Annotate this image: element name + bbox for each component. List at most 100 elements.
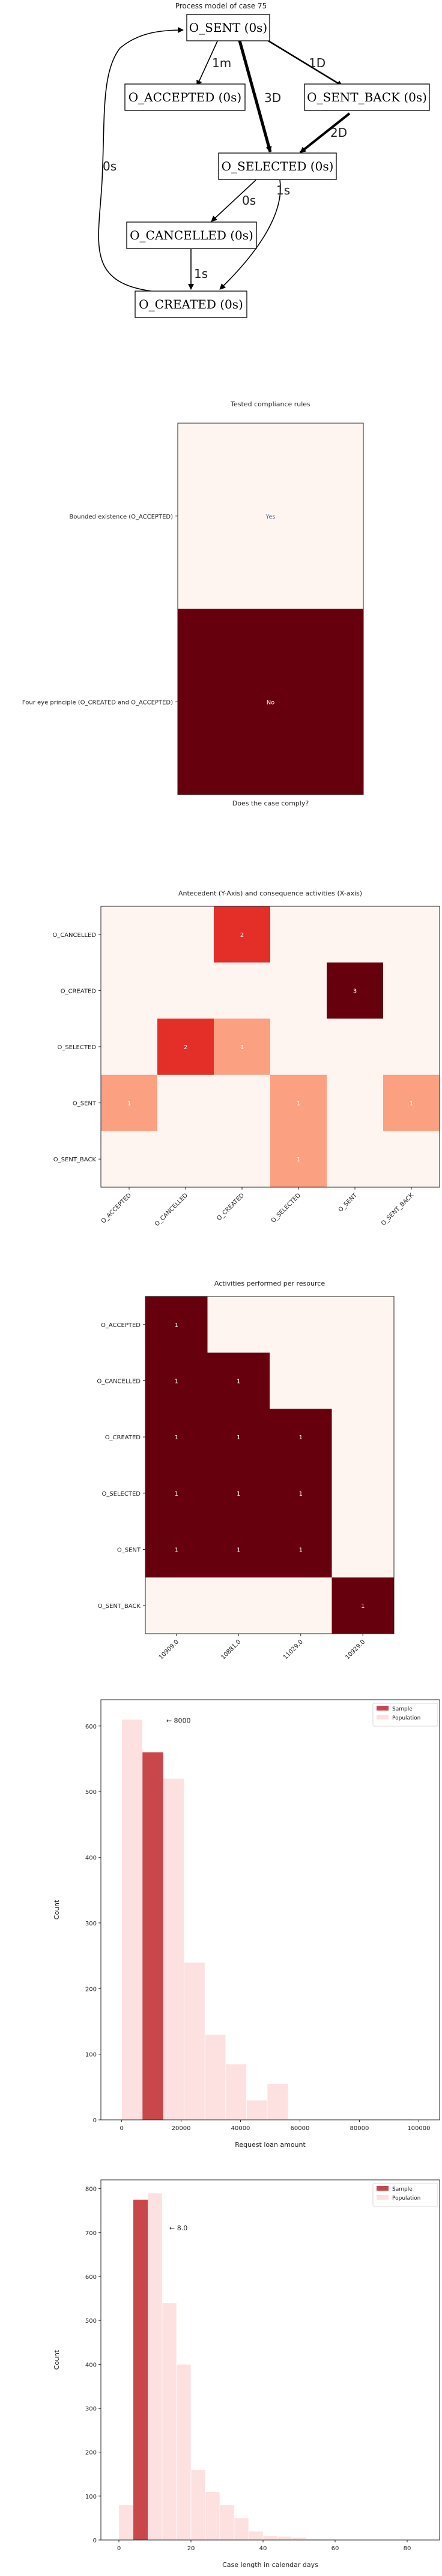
legend-swatch [377,2195,389,2200]
cell-label: 2 [240,932,244,939]
x-tick-label: 10929.0 [344,1639,366,1661]
heatmap-cell [101,1074,158,1131]
heatmap-cell [327,962,384,1019]
cell-label: 1 [361,1603,365,1610]
cell-label: 1 [299,1434,303,1441]
heatmap-cell [270,1521,332,1578]
heatmap-cell [270,1352,332,1409]
heatmap-cell [214,1019,271,1076]
plot-frame [100,1699,440,2120]
edge-selected-cancelled [211,179,256,222]
heatmap-cell [327,1131,384,1188]
x-axis-label: Case length in calendar days [222,2561,318,2569]
y-tick-label: O_CREATED [105,1434,141,1441]
heatmap-cell [383,1074,440,1131]
y-tick-label: O_ACCEPTED [101,1322,141,1329]
population-bar [267,2083,288,2120]
cell-label: 1 [237,1434,240,1441]
svg-text:O_ACCEPTED (0s): O_ACCEPTED (0s) [129,90,241,104]
heatmap-cell [101,906,158,963]
svg-text:O_SELECTED (0s): O_SELECTED (0s) [222,159,334,173]
plot-frame [100,906,440,1188]
heatmap-cell [145,1577,208,1634]
x-tick-label: 60 [331,2545,339,2552]
y-tick-label: 400 [85,1855,97,1862]
heatmap-cell [101,962,158,1019]
x-tick-label: O_SELECTED [270,1192,303,1224]
y-tick-label: O_CANCELLED [97,1379,141,1385]
annotation: ← 8.0 [169,2224,187,2232]
annotation: ← 8000 [166,1717,191,1724]
cell-label: 1 [127,1101,131,1107]
population-bar [184,1962,205,2120]
heatmap-cell [270,1409,332,1466]
heatmap-cell [145,1409,208,1466]
heatmap-cell [270,1465,332,1522]
legend-label: Population [392,1715,420,1721]
heatmap-cell [331,1352,395,1409]
population-bar [147,2192,163,2541]
chart-title: Antecedent (Y-Axis) and consequence acti… [178,889,362,897]
heatmap-cell [214,906,271,963]
x-tick-label: O_ACCEPTED [100,1192,133,1225]
graph-edges [98,27,351,292]
x-tick-label: O_CREATED [216,1192,246,1222]
svg-text:O_CREATED (0s): O_CREATED (0s) [139,297,243,311]
y-tick-label: O_SENT [73,1101,97,1107]
heatmap-cell [178,423,364,609]
edge-created-sent [98,27,184,292]
x-axis-label: Request loan amount [235,2141,306,2149]
edge-sent-selected [237,38,272,152]
cell-label: No [267,699,275,706]
x-tick-label: 10909.0 [158,1639,180,1661]
heatmap-cell [101,1131,158,1188]
node-o-accepted: O_ACCEPTED (0s) [124,83,246,111]
node-o-cancelled: O_CANCELLED (0s) [126,221,257,249]
svg-text:O_CANCELLED (0s): O_CANCELLED (0s) [130,228,253,242]
edge-label-1s-selected: 1s [276,183,290,197]
heatmap-cell [207,1409,270,1466]
x-tick-label: O_SENT_BACK [380,1192,415,1227]
x-tick-label: O_CANCELLED [154,1192,189,1227]
heatmap-cell [157,1131,214,1188]
chart-title: Activities performed per resource [214,1280,325,1287]
x-tick-label: O_SENT [338,1192,359,1214]
cell-label: 1 [299,1547,303,1554]
x-axis-label: Does the case comply? [232,799,309,807]
process-model-title: Process model of case 75 [175,2,267,10]
x-tick-label: 0 [117,2545,121,2552]
x-tick-label: 60000 [291,2125,310,2132]
svg-text:O_SENT_BACK (0s): O_SENT_BACK (0s) [307,90,427,104]
edge-sent-accepted [196,37,220,86]
legend-swatch [377,1706,389,1711]
y-tick-label: Four eye principle (O_CREATED and O_ACCE… [22,699,173,706]
heatmap-cell [331,1577,395,1634]
cell-label: 1 [237,1379,240,1385]
heatmap-cell [331,1296,395,1353]
cell-label: 1 [175,1491,178,1497]
population-bar [234,2518,249,2541]
cell-label: 1 [297,1157,300,1163]
edge-label-2d: 2D [330,125,347,140]
heatmap-cell [331,1465,395,1522]
edge-label-1m: 1m [212,56,231,70]
y-tick-label: O_SELECTED [57,1044,96,1051]
heatmap-cell [207,1352,270,1409]
y-tick-label: 100 [85,2052,97,2059]
node-o-sent: O_SENT (0s) [186,14,270,41]
heatmap-cell [207,1577,270,1634]
graph-edge-labels: 1m 3D 1D 2D 0s 1s 1s 0s [103,56,347,281]
heatmap-cell [207,1465,270,1522]
population-bar [262,2535,278,2541]
plot-frame [177,423,364,795]
y-tick-label: O_CREATED [61,988,97,995]
antecedent-consequence-heatmap: Antecedent (Y-Axis) and consequence acti… [52,889,440,1227]
legend-box [372,1703,438,1727]
population-bar [118,2505,134,2541]
population-bar [225,2063,247,2120]
process-model-graph: Process model of case 75 1m 3D 1D 2D 0s … [98,2,430,318]
cell-label: 3 [353,988,357,995]
compliance-rules-heatmap: Tested compliance rules Yes Bounded existe… [22,400,364,807]
legend-swatch [377,2186,389,2191]
